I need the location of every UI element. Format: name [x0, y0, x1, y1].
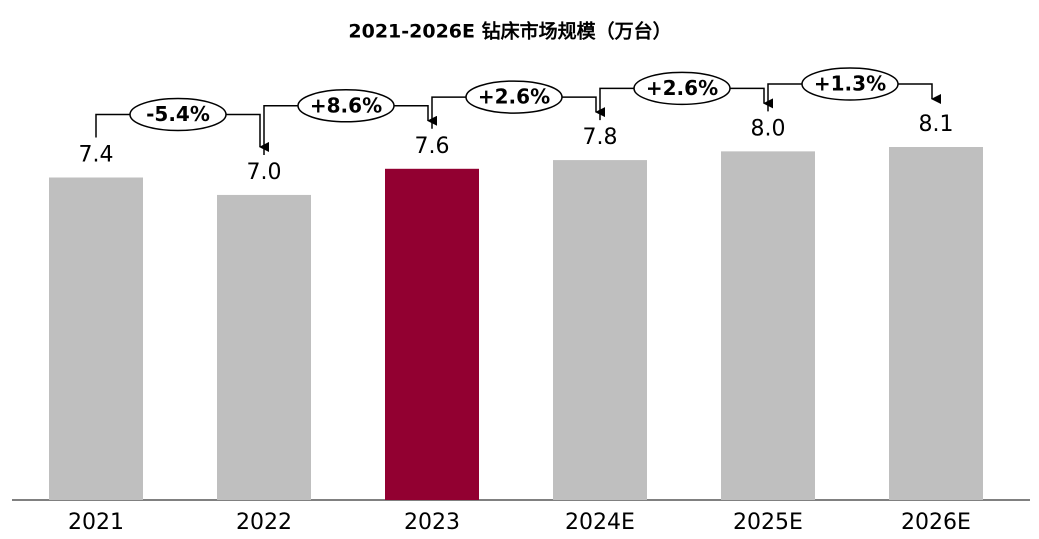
value-label: 8.1: [919, 112, 954, 137]
growth-label: +8.6%: [310, 93, 382, 117]
bar: [217, 194, 311, 500]
growth-label: +1.3%: [814, 72, 886, 96]
growth-badge: [129, 97, 227, 132]
value-label: 7.8: [583, 125, 618, 150]
bar: [553, 160, 647, 500]
growth-badge: [297, 89, 395, 123]
bar: [385, 168, 479, 500]
x-tick-label: 2021: [68, 510, 124, 535]
x-tick-label: 2023: [404, 510, 460, 535]
x-tick-label: 2024E: [565, 510, 635, 535]
value-label: 7.0: [247, 160, 282, 185]
growth-badge: [633, 71, 731, 106]
chart-title: 2021-2026E 钻床市场规模（万台）: [348, 20, 671, 43]
bar: [889, 147, 983, 500]
value-label: 7.4: [79, 143, 114, 168]
value-label: 7.6: [415, 134, 450, 159]
x-tick-label: 2022: [236, 510, 292, 535]
bar: [49, 177, 143, 501]
x-tick-label: 2025E: [733, 510, 803, 535]
growth-label: -5.4%: [146, 102, 210, 126]
x-tick-label: 2026E: [901, 510, 971, 535]
bar: [721, 151, 815, 500]
value-label: 8.0: [751, 116, 786, 141]
growth-badge: [465, 80, 563, 114]
growth-label: +2.6%: [478, 85, 550, 109]
growth-badge: [801, 67, 899, 101]
growth-label: +2.6%: [646, 76, 718, 100]
